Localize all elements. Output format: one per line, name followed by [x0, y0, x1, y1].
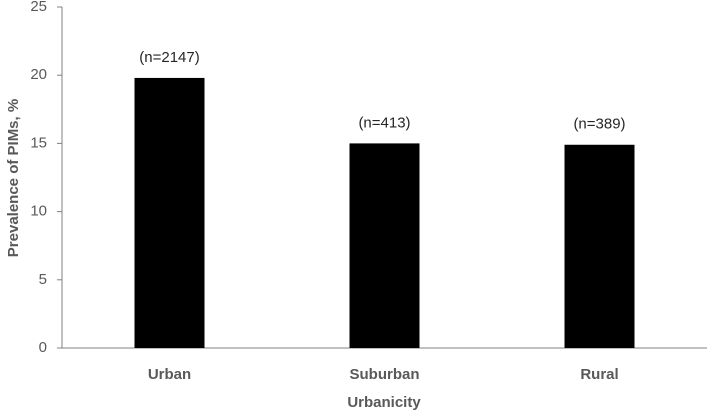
y-tick-label: 25 [30, 0, 47, 15]
x-tick-label: Suburban [350, 366, 420, 383]
y-tick-label: 0 [39, 339, 47, 356]
x-axis-title: Urbanicity [347, 394, 421, 411]
bar [134, 77, 205, 348]
bar [564, 144, 635, 348]
y-tick-label: 5 [39, 271, 47, 288]
y-tick-label: 15 [30, 134, 47, 151]
annotation: (n=389) [573, 116, 625, 133]
y-tick-label: 20 [30, 66, 47, 83]
annotation: (n=2147) [139, 49, 199, 66]
y-axis-title: Prevalence of PIMs, % [5, 99, 22, 257]
x-tick-label: Rural [580, 366, 618, 383]
y-tick-label: 10 [30, 203, 47, 220]
annotation: (n=413) [358, 114, 410, 131]
x-tick-label: Urban [148, 366, 191, 383]
bar [349, 143, 420, 348]
